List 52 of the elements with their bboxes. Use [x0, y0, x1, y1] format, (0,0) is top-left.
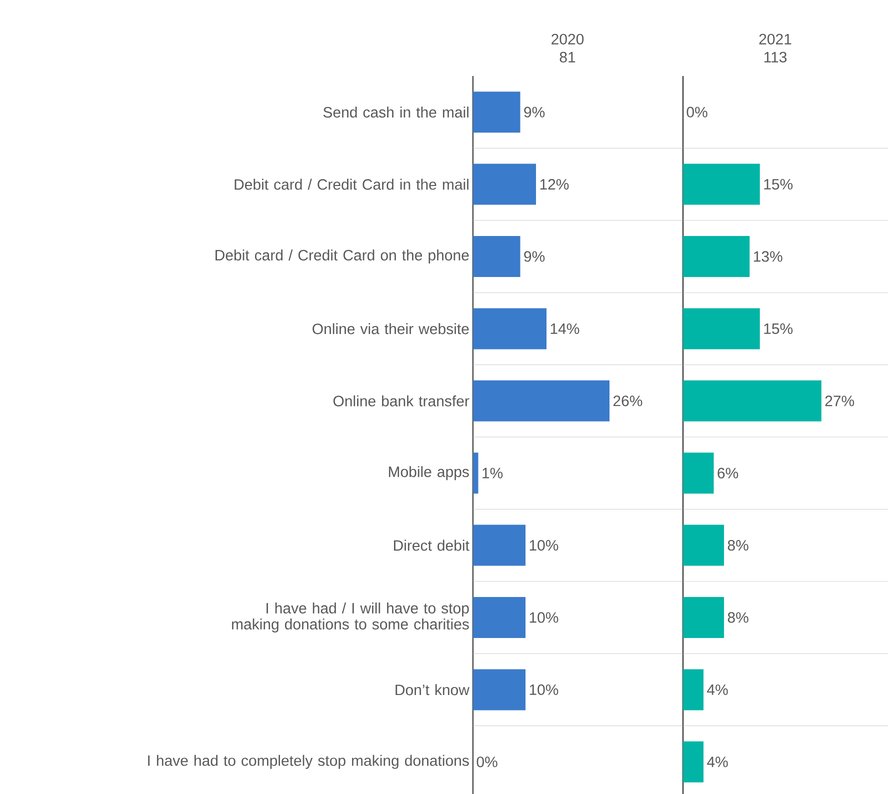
- bar: [473, 308, 546, 350]
- data-label: 6%: [718, 468, 738, 478]
- bar: [683, 164, 760, 205]
- data-label: 27%: [825, 396, 854, 406]
- data-label: 9%: [524, 106, 545, 118]
- data-label: 8%: [728, 540, 748, 551]
- bar: [683, 669, 704, 710]
- bar: [473, 452, 478, 494]
- data-label: 10%: [530, 612, 558, 623]
- bar: [683, 236, 750, 277]
- bar: [683, 596, 724, 638]
- data-label: 10%: [530, 540, 558, 551]
- y-tick-label: Online via their website: [312, 323, 469, 334]
- data-label: 4%: [707, 756, 728, 768]
- data-label: 26%: [613, 396, 642, 406]
- data-label: 15%: [764, 179, 793, 190]
- bar: [473, 236, 520, 277]
- chart-title: 2021: [759, 34, 792, 44]
- bar: [683, 524, 724, 566]
- data-label: 0%: [686, 106, 708, 118]
- bar: [683, 452, 714, 494]
- data-label: 8%: [728, 612, 748, 623]
- bar: [683, 308, 760, 350]
- y-tick-label: Online bank transfer: [333, 395, 470, 406]
- y-tick-label: Mobile apps: [388, 466, 469, 480]
- data-label: 12%: [540, 179, 569, 190]
- data-label: 0%: [476, 756, 498, 768]
- chart-subtitle: 113: [764, 52, 787, 62]
- y-tick-label: Debit card / Credit Card in the mail: [234, 178, 468, 190]
- bar: [473, 669, 526, 710]
- y-tick-label: I have had / I will have to stop making donations to some charities: [232, 602, 469, 632]
- y-tick-label: Send cash in the mail: [323, 106, 468, 118]
- y-tick-label: Don’t know: [396, 684, 470, 696]
- data-label: 1%: [482, 468, 503, 478]
- bar: [473, 380, 610, 422]
- data-label: 9%: [524, 251, 545, 262]
- bar: [473, 164, 536, 205]
- chart-title: 2020: [552, 34, 584, 44]
- y-tick-label: Direct debit: [394, 540, 470, 551]
- data-label: 4%: [707, 684, 728, 695]
- data-label: 10%: [530, 684, 558, 695]
- bar: [683, 741, 704, 782]
- bar: [473, 596, 526, 638]
- data-label: 13%: [754, 251, 782, 262]
- data-label: 15%: [764, 323, 793, 334]
- y-tick-label: I have had to completely stop making donations: [148, 754, 469, 769]
- chart-subtitle: 81: [560, 52, 576, 62]
- data-label: 14%: [550, 323, 580, 334]
- bar: [473, 524, 526, 566]
- bar: [683, 380, 822, 422]
- y-tick-label: Debit card / Credit Card on the phone: [216, 250, 469, 264]
- bar: [473, 92, 520, 133]
